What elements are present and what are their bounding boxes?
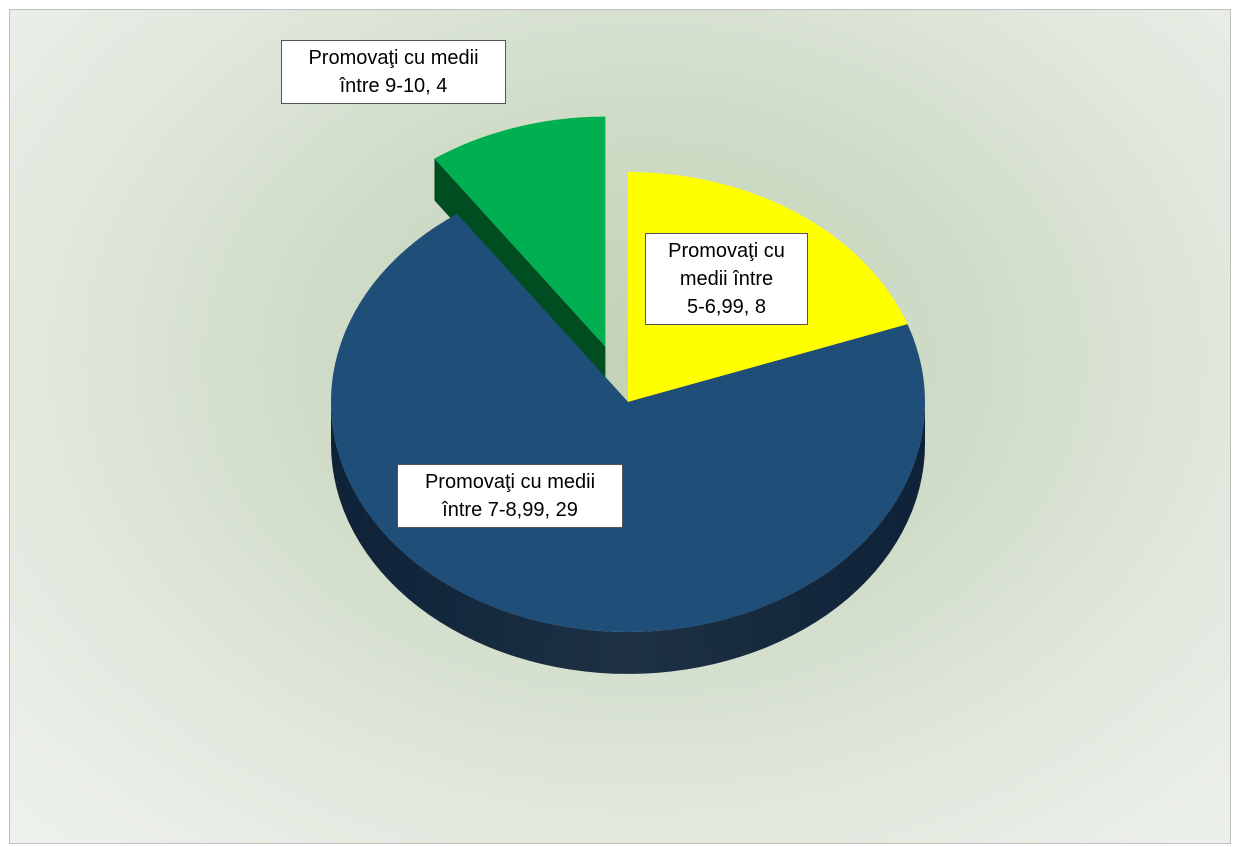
slice-rim-promova-i-cu-medii-ntre-7-8-99 (331, 402, 925, 674)
data-label-9-10: Promovaţi cu medii între 9-10, 4 (281, 40, 506, 104)
data-label-7-8-99: Promovaţi cu medii între 7-8,99, 29 (397, 464, 623, 528)
pie-slice-promova-i-cu-medii-ntre-9-10 (434, 116, 606, 347)
pie-chart (331, 116, 925, 674)
data-label-5-6-99: Promovaţi cu medii între 5-6,99, 8 (645, 233, 808, 325)
chart-area: Promovaţi cu medii între 5-6,99, 8 Promo… (9, 9, 1231, 844)
